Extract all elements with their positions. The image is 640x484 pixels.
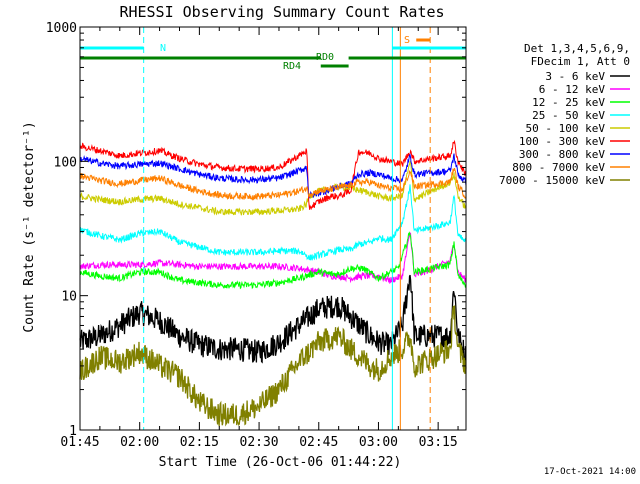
legend-label: 50 - 100 keV [526, 122, 606, 135]
legend-label: 100 - 300 keV [519, 135, 605, 148]
x-tick-label: 02:30 [240, 435, 279, 450]
legend-label: 800 - 7000 keV [512, 161, 605, 174]
legend-label: 7000 - 15000 keV [499, 174, 605, 187]
y-tick-label: 100 [54, 155, 77, 170]
series-line-1 [79, 232, 467, 285]
series-line-0 [79, 274, 467, 369]
y-axis-label: Count Rate (s⁻¹ detector⁻¹) [22, 121, 37, 332]
y-tick-label: 1000 [46, 21, 77, 36]
y-tick-label: 1 [69, 424, 77, 439]
legend-label: 6 - 12 keV [539, 83, 606, 96]
legend-label: 3 - 6 keV [545, 70, 605, 83]
series-line-7 [79, 167, 467, 201]
legend-label: 12 - 25 keV [532, 96, 605, 109]
legend-label: 300 - 800 keV [519, 148, 605, 161]
x-tick-label: 02:00 [120, 435, 159, 450]
x-tick-label: 02:45 [299, 435, 338, 450]
annotation-rd0: RD0 [316, 52, 334, 63]
x-axis-label: Start Time (26-Oct-06 01:44:22) [159, 455, 402, 470]
annotation-rd4: RD4 [283, 61, 301, 72]
series-line-4 [79, 160, 467, 216]
y-tick-label: 10 [61, 290, 77, 305]
annotation-n: N [160, 43, 166, 54]
x-tick-label: 03:15 [419, 435, 458, 450]
plot-frame [79, 26, 467, 431]
chart-title: RHESSI Observing Summary Count Rates [119, 3, 444, 21]
legend-label: 25 - 50 keV [532, 109, 605, 122]
x-tick-label: 03:00 [359, 435, 398, 450]
timestamp-label: 17-Oct-2021 14:00 [544, 467, 636, 477]
series-line-2 [79, 231, 467, 290]
legend: Det 1,3,4,5,6,9,FDecim 1, Att 0 3 - 6 keV… [499, 42, 630, 187]
series-line-6 [79, 153, 467, 199]
legend-header-line: FDecim 1, Att 0 [531, 55, 630, 68]
x-tick-label: 01:45 [60, 435, 99, 450]
series-line-3 [79, 184, 467, 261]
annotation-s: S [404, 35, 410, 46]
plot-area: N S RD0 RD4 01:45 02:00 02:15 02:30 02:45 03:00 03… [46, 21, 467, 450]
series-line-8 [79, 305, 467, 427]
legend-header-line: Det 1,3,4,5,6,9, [524, 42, 630, 55]
x-tick-label: 02:15 [180, 435, 219, 450]
series-line-5 [79, 139, 467, 211]
